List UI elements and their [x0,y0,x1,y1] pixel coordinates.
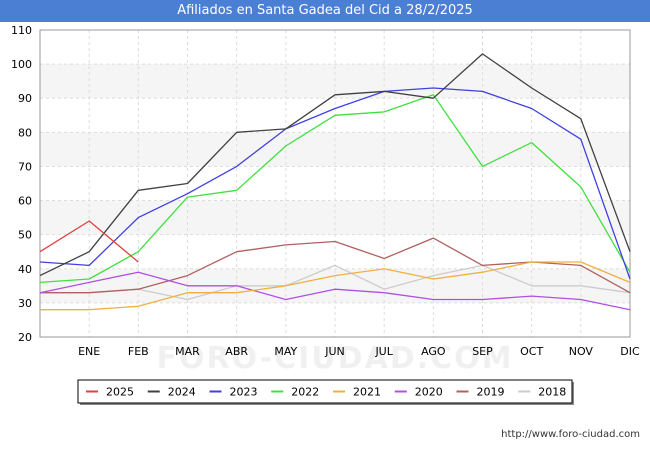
series-line-2020 [39,271,631,311]
x-tick-label: DIC [620,345,640,358]
plot-border [39,29,631,338]
y-tick-label: 70 [18,160,32,173]
y-tick-label: 40 [18,263,32,276]
series-line-2025 [39,220,139,263]
legend-label-2023: 2023 [230,386,258,399]
chart-title: Afiliados en Santa Gadea del Cid a 28/2/… [0,0,650,22]
watermark: FORO-CIUDAD.COM [157,341,514,376]
x-tick-label: AGO [421,345,446,358]
source-url[interactable]: http://www.foro-ciudad.com [501,429,640,440]
x-tick-label: ABR [225,345,248,358]
legend-label-2018: 2018 [538,386,566,399]
series-line-2023 [39,87,631,280]
x-tick-label: FEB [128,345,149,358]
grid-band [40,64,630,99]
y-tick-label: 90 [18,92,32,105]
y-tick-label: 110 [11,24,32,37]
x-tick-label: SEP [472,345,493,358]
series-line-2021 [40,261,631,311]
grid-band [40,132,630,167]
y-tick-label: 80 [18,126,32,139]
legend-label-2025: 2025 [106,386,134,399]
y-tick-label: 50 [18,229,32,242]
x-tick-label: MAR [175,345,200,358]
x-tick-label: NOV [569,345,594,358]
legend-label-2020: 2020 [415,386,443,399]
y-tick-label: 60 [18,195,32,208]
legend-label-2021: 2021 [353,386,381,399]
series-line-2022 [39,94,631,284]
x-tick-label: ENE [78,345,100,358]
legend-label-2024: 2024 [168,386,196,399]
legend-box [77,379,573,404]
legend-label-2019: 2019 [477,386,505,399]
series-line-2024 [39,53,631,277]
x-tick-label: JUL [374,345,393,358]
x-tick-label: OCT [520,345,543,358]
legend-label-2022: 2022 [291,386,319,399]
x-tick-label: MAY [274,345,297,358]
y-tick-label: 100 [11,58,32,71]
x-tick-label: JUN [324,345,345,358]
y-tick-label: 30 [18,297,32,310]
y-tick-label: 20 [18,331,32,344]
